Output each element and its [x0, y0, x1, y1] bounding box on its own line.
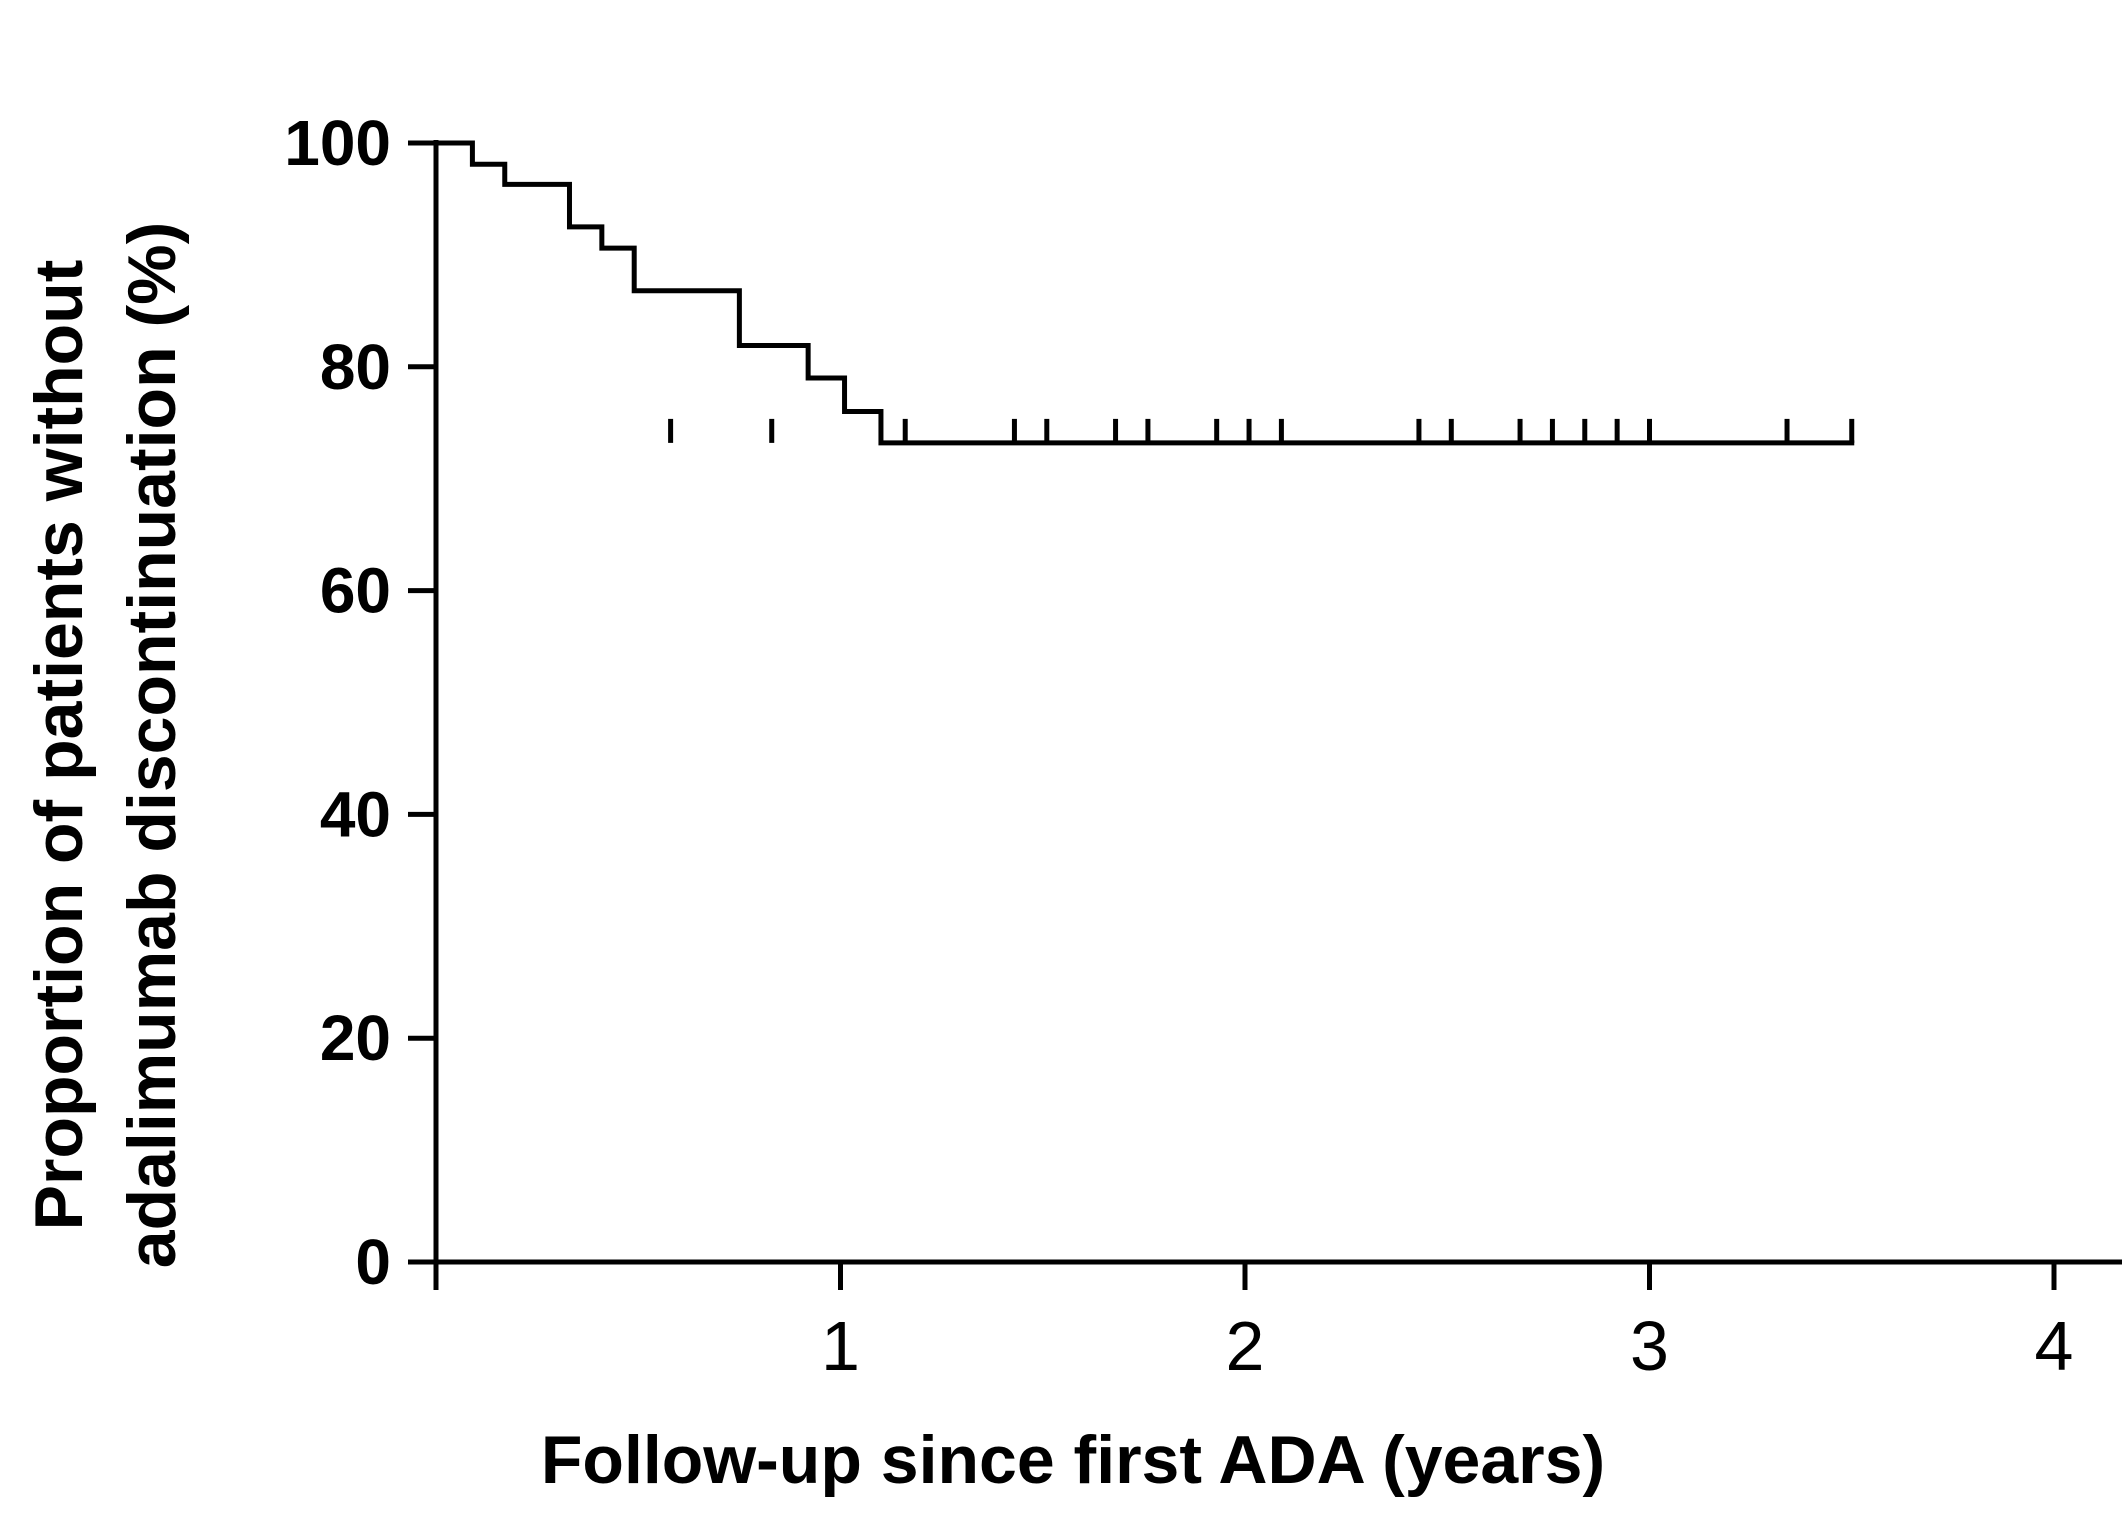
- x-axis-label: Follow-up since first ADA (years): [541, 1422, 1605, 1498]
- y-axis-label-line-1: Proportion of patients without: [21, 260, 97, 1231]
- x-tick-label: 1: [821, 1307, 860, 1385]
- plot-area: [433, 140, 1855, 446]
- y-tick-label: 100: [284, 107, 391, 179]
- y-tick-label: 60: [320, 555, 391, 627]
- survival-curve: [433, 140, 1855, 446]
- y-tick-label: 0: [355, 1226, 391, 1298]
- y-tick-label: 40: [320, 778, 391, 850]
- x-tick-label: 2: [1226, 1307, 1265, 1385]
- x-tick-label: 4: [2035, 1307, 2074, 1385]
- y-ticks: 0 20 40 60 80 100: [284, 107, 436, 1298]
- y-axis-label-line-2: adalimumab discontinuation (%): [114, 222, 190, 1269]
- y-tick-label: 20: [320, 1002, 391, 1074]
- axes: [433, 140, 2122, 1265]
- x-tick-label: 3: [1630, 1307, 1669, 1385]
- x-ticks: 1 2 3 4: [433, 1262, 2074, 1385]
- y-tick-label: 80: [320, 331, 391, 403]
